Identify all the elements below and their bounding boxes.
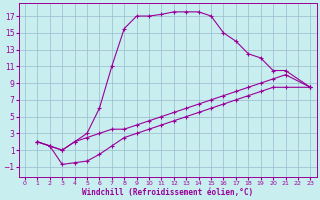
- X-axis label: Windchill (Refroidissement éolien,°C): Windchill (Refroidissement éolien,°C): [82, 188, 253, 197]
